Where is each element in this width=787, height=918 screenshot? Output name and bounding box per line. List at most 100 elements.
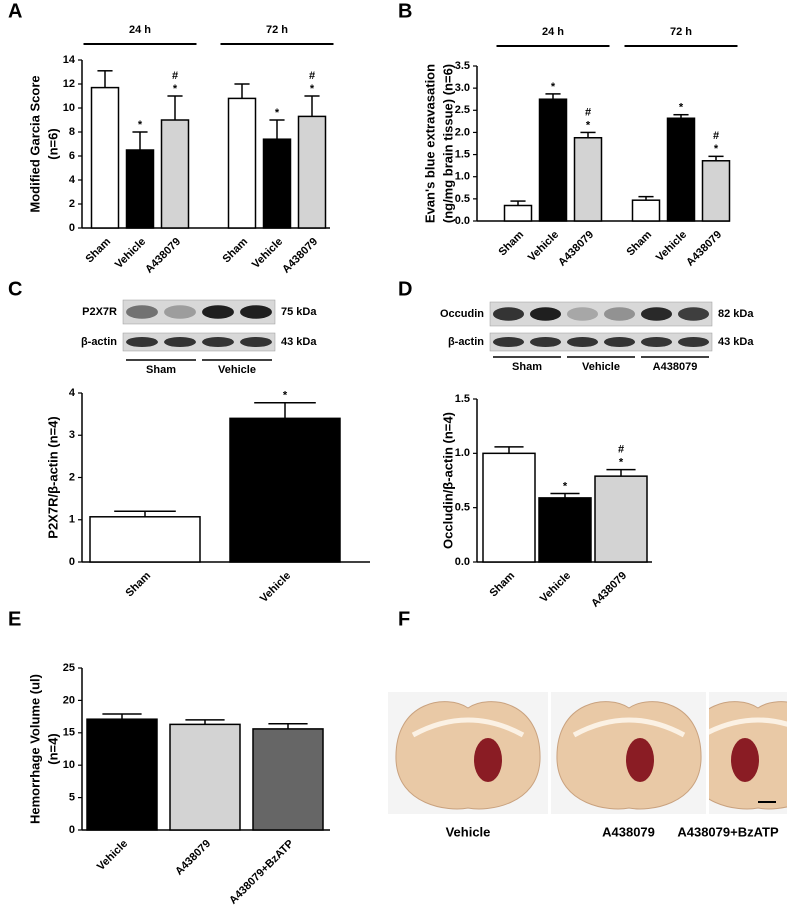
x-tick-label: A438079 (143, 236, 183, 276)
x-tick-label: Vehicle (526, 229, 561, 264)
blot-strip (489, 301, 713, 327)
blot-band (240, 305, 272, 319)
y-tick-label: 0.5 (455, 502, 470, 514)
y-tick-label: 5 (69, 792, 75, 804)
y-axis-label: Hemorrhage Volume (ul) (27, 674, 42, 824)
y-tick-label: 2 (69, 471, 75, 483)
photo-caption: A438079 (602, 824, 655, 839)
blot-band (677, 307, 710, 321)
significance-mark: * (714, 143, 719, 155)
x-tick-label: A438079 (556, 229, 596, 269)
y-tick-label: 1.5 (455, 148, 470, 160)
blot-row-label: β-actin (448, 336, 484, 348)
group-label: 24 h (129, 24, 151, 36)
y-tick-label: 3.5 (455, 60, 470, 72)
blot-band (240, 336, 272, 348)
y-tick-label: 1.0 (455, 447, 470, 459)
blot-band (202, 305, 234, 319)
bar (594, 475, 648, 563)
panel-letter: F (398, 608, 410, 630)
y-axis-label: Occludin/β-actin (n=4) (440, 412, 455, 549)
x-tick-label: A438079 (280, 236, 320, 276)
significance-mark: # (585, 106, 591, 118)
significance-mark: * (679, 102, 684, 114)
blot-row-label: Occudin (440, 308, 484, 320)
y-tick-label: 15 (63, 727, 75, 739)
blot-band (164, 305, 196, 319)
blot-band (529, 307, 562, 321)
y-tick-label: 3.0 (455, 82, 470, 94)
y-axis-label: (ng/mg brain tissue) (n=6) (440, 64, 455, 223)
bar (538, 98, 568, 222)
bar (503, 204, 533, 222)
blot-band (603, 336, 636, 348)
y-tick-label: 25 (63, 662, 75, 674)
y-tick-label: 2.5 (455, 104, 470, 116)
bar (89, 516, 201, 563)
y-tick-label: 1.5 (455, 393, 470, 405)
bar (482, 452, 536, 563)
y-tick-label: 2.0 (455, 126, 470, 138)
blot-group-label: A438079 (653, 361, 698, 373)
x-tick-label: A438079 (173, 838, 213, 878)
blot-band (492, 307, 525, 321)
y-tick-label: 1.0 (455, 171, 470, 183)
y-axis-label: P2X7R/β-actin (n=4) (45, 416, 60, 538)
blot-band (202, 336, 234, 348)
blot-band (640, 307, 673, 321)
bar (701, 160, 731, 222)
brain-photo (551, 692, 706, 814)
corpus-callosum (709, 717, 787, 735)
group-label: 72 h (266, 24, 288, 36)
significance-mark: # (713, 130, 719, 142)
x-tick-label: Vehicle (258, 570, 293, 605)
blot-kda: 82 kDa (718, 308, 754, 320)
x-tick-label: Vehicle (250, 236, 285, 271)
bar (169, 723, 241, 831)
y-tick-label: 14 (63, 54, 76, 66)
bar (631, 199, 661, 222)
x-tick-label: Vehicle (538, 570, 573, 605)
y-axis-label: Evan's blue extravasation (422, 64, 437, 223)
blot-band (164, 336, 196, 348)
corpus-callosum (411, 717, 525, 738)
blot-band (529, 336, 562, 348)
bar (297, 115, 327, 229)
bar (666, 117, 696, 222)
y-tick-label: 3 (69, 429, 75, 441)
x-tick-label: Sham (83, 236, 113, 266)
blot-band (492, 336, 525, 348)
photo-caption: Vehicle (446, 824, 491, 839)
hematoma (474, 738, 502, 782)
blot-band (677, 336, 710, 348)
y-tick-label: 0.0 (455, 556, 470, 568)
y-tick-label: 0.5 (455, 193, 470, 205)
hematoma (626, 738, 654, 782)
blot-band (603, 307, 636, 321)
blot-row-label: β-actin (81, 336, 117, 348)
blot-group-label: Sham (512, 361, 542, 373)
y-tick-label: 4 (69, 174, 76, 186)
significance-mark: * (563, 480, 568, 492)
y-tick-label: 0 (69, 556, 75, 568)
y-tick-label: 0 (69, 824, 75, 836)
group-label: 24 h (542, 26, 564, 38)
y-tick-label: 0.0 (455, 215, 470, 227)
y-tick-label: 12 (63, 78, 75, 90)
y-tick-label: 6 (69, 150, 75, 162)
x-tick-label: Vehicle (113, 236, 148, 271)
panel-letter: C (8, 278, 22, 300)
blot-band (640, 336, 673, 348)
bar (229, 417, 341, 563)
significance-mark: * (586, 119, 591, 131)
bar (86, 718, 158, 831)
y-tick-label: 0 (69, 222, 75, 234)
panel-letter: E (8, 608, 21, 630)
blot-band (566, 307, 599, 321)
blot-band (566, 336, 599, 348)
x-tick-label: Sham (220, 236, 250, 266)
blot-kda: 43 kDa (718, 336, 754, 348)
y-tick-label: 10 (63, 759, 75, 771)
bar (573, 136, 603, 222)
